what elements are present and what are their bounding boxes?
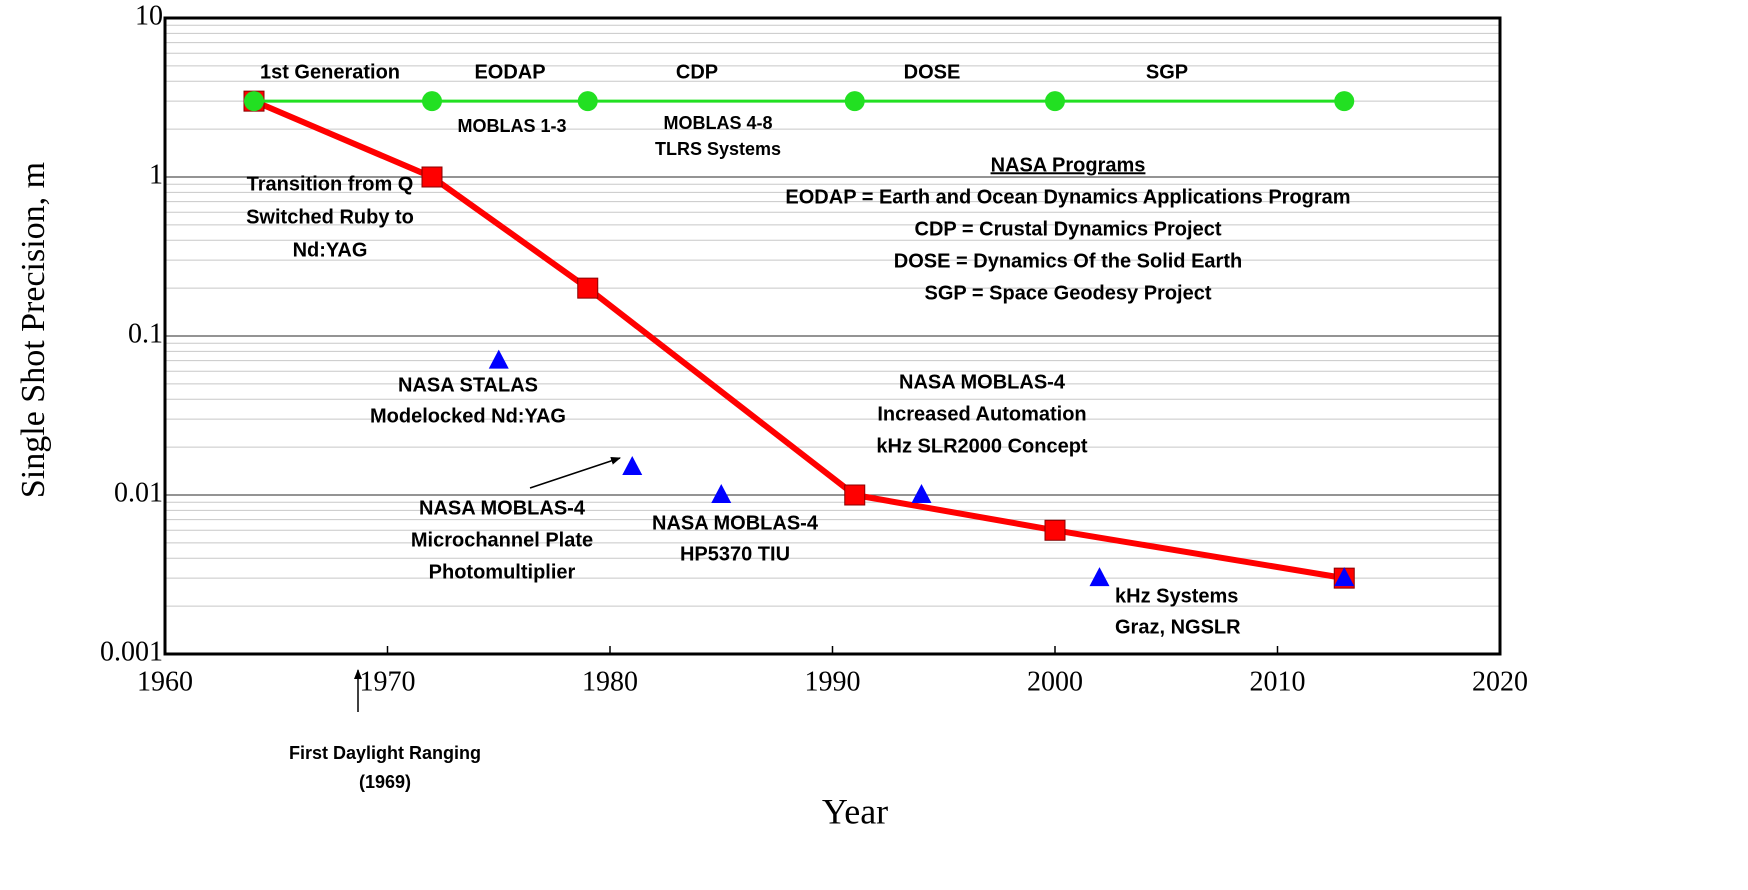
square-marker xyxy=(421,166,443,188)
x-tick-label: 1980 xyxy=(582,666,638,697)
triangle-marker xyxy=(911,484,932,503)
triangle-marker xyxy=(1089,567,1110,587)
plot-frame xyxy=(163,16,1502,656)
circle-marker xyxy=(1045,91,1065,112)
annotation: NASA MOBLAS-4 xyxy=(899,371,1066,393)
phase-label: SGP xyxy=(1146,61,1188,83)
triangle-marker xyxy=(622,456,643,476)
grid xyxy=(164,17,1501,655)
y-tick-label: 0.001 xyxy=(100,636,163,667)
annotation: First Daylight Ranging xyxy=(289,743,481,763)
annotation: Graz, NGSLR xyxy=(1115,616,1241,638)
annotation: MOBLAS 1-3 xyxy=(457,116,566,136)
annotation: HP5370 TIU xyxy=(680,543,790,565)
triangle-marker xyxy=(711,484,732,503)
annotation: TLRS Systems xyxy=(655,139,781,159)
circle-marker xyxy=(844,91,865,112)
annotation: EODAP = Earth and Ocean Dynamics Applica… xyxy=(785,186,1350,208)
x-axis-label: Year xyxy=(822,791,888,831)
annotation: Nd:YAG xyxy=(293,239,368,261)
y-tick-label: 1 xyxy=(149,159,163,190)
x-tick-label: 1960 xyxy=(137,666,193,697)
annotation: kHz Systems xyxy=(1115,585,1238,607)
square-marker xyxy=(577,277,599,299)
square-marker xyxy=(1044,519,1066,541)
y-tick-label: 0.1 xyxy=(128,318,163,349)
annotation: NASA Programs xyxy=(991,154,1146,176)
phase-label: EODAP xyxy=(474,61,545,83)
annotation: NASA MOBLAS-4 xyxy=(652,512,819,534)
square-marker xyxy=(844,484,866,506)
phase-label: CDP xyxy=(676,61,718,83)
annotation: Photomultiplier xyxy=(429,561,576,583)
y-tick-label: 10 xyxy=(135,0,163,31)
circle-marker xyxy=(422,91,442,112)
y-axis-label: Single Shot Precision, m xyxy=(15,162,52,498)
annotation: SGP = Space Geodesy Project xyxy=(925,282,1212,304)
annotation: NASA STALAS xyxy=(398,374,538,396)
annotation: DOSE = Dynamics Of the Solid Earth xyxy=(894,250,1242,272)
annotation: kHz SLR2000 Concept xyxy=(876,435,1088,457)
annotation: Switched Ruby to xyxy=(246,206,414,228)
triangle-marker xyxy=(1334,567,1355,587)
y-tick-label: 0.01 xyxy=(114,477,163,508)
annotation: (1969) xyxy=(359,772,411,792)
marks xyxy=(243,90,1355,589)
pointer-arrow xyxy=(529,457,621,489)
x-tick-label: 2000 xyxy=(1027,666,1083,697)
annotation: Transition from Q xyxy=(247,173,414,195)
annotation: NASA MOBLAS-4 xyxy=(419,497,586,519)
x-tick-label: 2010 xyxy=(1250,666,1306,697)
phase-label: 1st Generation xyxy=(260,61,400,83)
circle-marker xyxy=(1334,91,1355,112)
phase-label: DOSE xyxy=(904,61,961,83)
annotation: Increased Automation xyxy=(877,403,1086,425)
circle-marker xyxy=(244,91,264,112)
annotation: Modelocked Nd:YAG xyxy=(370,405,566,427)
x-tick-label: 1970 xyxy=(360,666,416,697)
annotation: CDP = Crustal Dynamics Project xyxy=(915,218,1222,240)
annotation: Microchannel Plate xyxy=(411,529,593,551)
triangle-marker xyxy=(488,349,509,369)
x-tick-label: 2020 xyxy=(1472,666,1528,697)
circle-marker xyxy=(577,91,598,112)
x-tick-label: 1990 xyxy=(805,666,861,697)
annotation: MOBLAS 4-8 xyxy=(663,113,772,133)
series-line xyxy=(252,98,1345,582)
